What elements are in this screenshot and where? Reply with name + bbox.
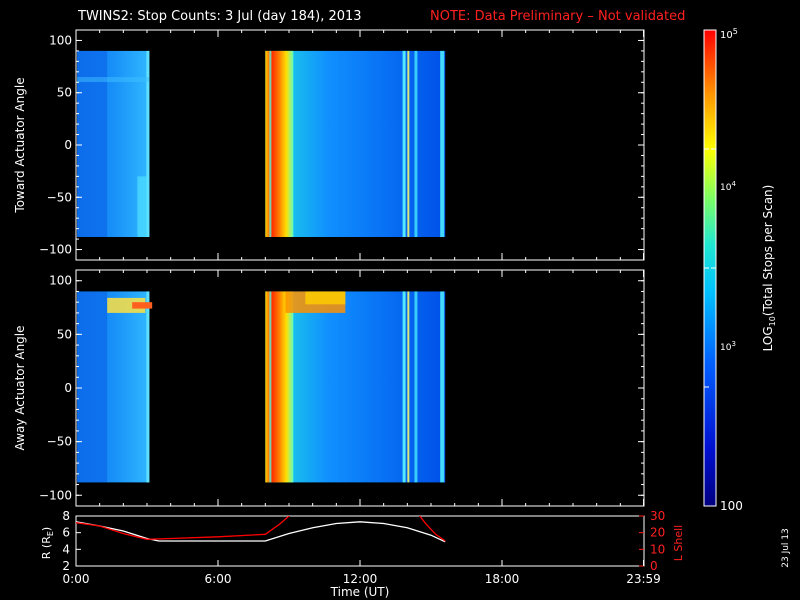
right-y-ticks: 30 20 10 0 [639,509,665,573]
colorbar-tick: 100 [720,499,743,513]
x-tick-label: 12:00 [343,572,378,586]
colorbar: 105 104 103 100 LOG10(Total Stops per Sc… [703,27,777,513]
left-y-ticks: 8 6 4 2 [62,509,81,573]
x-axis-label: Time (UT) [330,585,390,599]
orbit-series-1 [76,516,290,540]
heatmap-data [77,291,446,483]
left-y-axis-label: R (RE) [40,527,55,559]
orbit-panel: 8 6 4 2 30 20 10 0 0:00 6:00 12:00 18:00 23:59 R (… [40,509,685,599]
orbit-series-0 [76,521,446,543]
y-axis-label: Away Actuator Angle [13,325,27,450]
orbit-series-2 [418,516,446,542]
y-tick-label: 50 [57,86,72,100]
x-ticks [75,30,645,260]
right-y-tick-label: 30 [650,509,665,523]
colorbar-label: LOG10(Total Stops per Scan) [761,185,777,352]
side-date: 23 Jul 13 [781,528,791,568]
left-y-tick-label: 6 [62,526,70,540]
y-tick-label: 50 [57,327,72,341]
orbit-lines [76,516,446,543]
heatmap-data [77,50,446,238]
x-tick-label: 18:00 [485,572,520,586]
colorbar-tick: 103 [720,340,736,353]
y-tick-label: −100 [39,243,72,257]
right-y-tick-label: 10 [650,542,665,556]
y-tick-label: 0 [64,381,72,395]
x-tick-label: 6:00 [205,572,232,586]
y-tick-label: 100 [49,274,72,288]
y-ticks: 100 50 0 −50 −100 [39,33,644,257]
y-tick-label: 0 [64,138,72,152]
x-ticks: 0:00 6:00 12:00 18:00 23:59 [63,560,661,586]
y-tick-label: −50 [47,190,72,204]
right-y-tick-label: 20 [650,526,665,540]
left-y-tick-label: 4 [62,542,70,556]
left-y-tick-label: 8 [62,509,70,523]
right-y-axis-label: L Shell [672,525,685,561]
chart-note: NOTE: Data Preliminary – Not validated [430,9,685,24]
x-ticks [75,270,645,506]
y-tick-label: −50 [47,435,72,449]
y-tick-label: −100 [39,488,72,502]
x-tick-label: 23:59 [626,572,661,586]
colorbar-tick: 105 [720,27,738,41]
y-tick-label: 100 [49,33,72,47]
colorbar-tick: 104 [720,180,736,193]
y-axis-label: Toward Actuator Angle [13,77,27,213]
chart-title: TWINS2: Stop Counts: 3 Jul (day 184), 20… [77,9,362,24]
right-y-tick-label: 0 [650,559,658,573]
x-tick-label: 0:00 [63,572,90,586]
toward-angle-panel: 100 50 0 −50 −100 Toward Actuator Angle [13,29,645,261]
y-ticks: 100 50 0 −50 −100 [39,274,644,502]
left-y-tick-label: 2 [62,559,70,573]
away-angle-panel: 100 50 0 −50 −100 Away Actuator Angle [13,269,645,507]
